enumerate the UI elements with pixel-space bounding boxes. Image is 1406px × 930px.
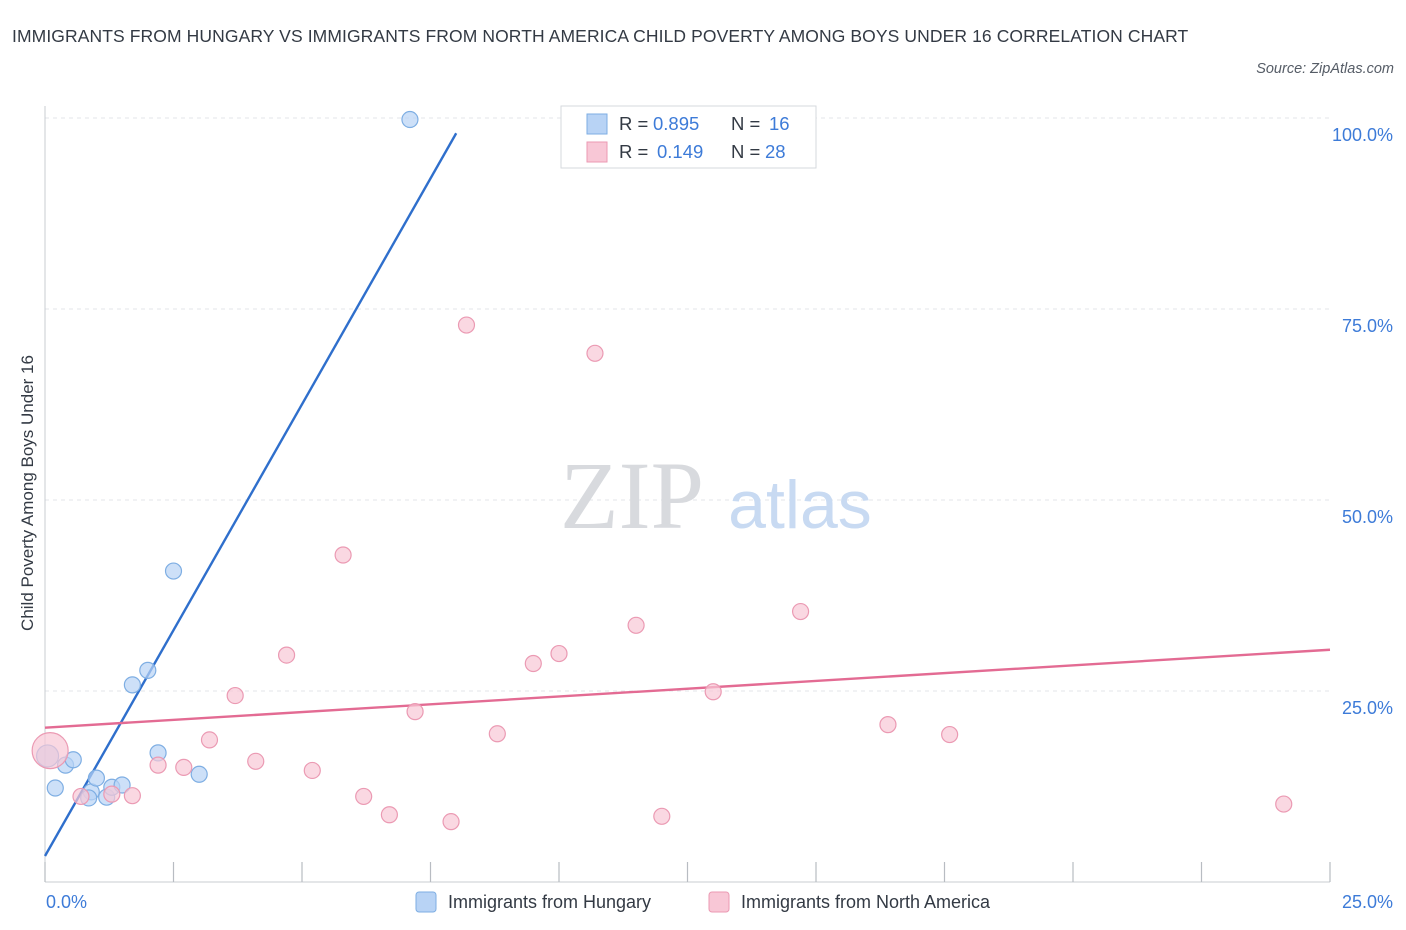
stats-r-value-north-america: 0.149 xyxy=(657,141,703,162)
watermark-zip: ZIP xyxy=(560,442,704,549)
point-hungary-11 xyxy=(139,661,157,679)
point-north-america-12 xyxy=(355,787,373,806)
y-tick-label-0: 100.0% xyxy=(1332,125,1393,145)
stats-r-label-hungary: R = xyxy=(619,113,648,134)
point-north-america-9 xyxy=(277,646,296,664)
point-hungary-14 xyxy=(190,765,208,783)
point-north-america-0 xyxy=(31,731,69,770)
legend-label-north-america: Immigrants from North America xyxy=(741,892,991,912)
x-tick-labels: 0.0% 25.0% xyxy=(46,892,1393,912)
point-north-america-8 xyxy=(247,752,265,770)
y-axis-label: Child Poverty Among Boys Under 16 xyxy=(18,355,37,631)
stats-swatch-north-america xyxy=(586,141,608,163)
legend-swatch-hungary xyxy=(415,891,437,913)
point-north-america-22 xyxy=(653,807,671,825)
point-north-america-4 xyxy=(149,756,167,774)
point-hungary-15 xyxy=(401,110,419,129)
point-north-america-10 xyxy=(303,761,321,780)
point-hungary-1 xyxy=(46,779,64,797)
series-legend: Immigrants from Hungary Immigrants from … xyxy=(415,891,991,913)
stats-n-value-hungary: 16 xyxy=(769,113,790,134)
point-north-america-26 xyxy=(941,725,959,744)
point-north-america-11 xyxy=(334,546,352,564)
point-hungary-6 xyxy=(87,769,106,787)
y-tick-label-2: 50.0% xyxy=(1342,507,1393,527)
point-north-america-27 xyxy=(1275,795,1293,813)
point-north-america-15 xyxy=(442,813,460,831)
point-north-america-21 xyxy=(627,616,645,634)
gridlines xyxy=(45,117,1330,692)
stats-r-label-north-america: R = xyxy=(619,141,648,162)
legend-label-hungary: Immigrants from Hungary xyxy=(448,892,651,912)
y-tick-label-3: 25.0% xyxy=(1342,698,1393,718)
point-north-america-19 xyxy=(550,644,568,663)
point-north-america-14 xyxy=(406,703,424,721)
stats-n-value-north-america: 28 xyxy=(765,141,786,162)
watermark-atlas: atlas xyxy=(728,467,872,543)
y-tick-labels: 100.0% 75.0% 50.0% 25.0% xyxy=(1332,125,1393,718)
point-north-america-17 xyxy=(488,725,506,743)
legend-swatch-north-america xyxy=(708,891,730,913)
point-north-america-7 xyxy=(226,686,244,705)
trend-lines xyxy=(43,132,1331,857)
point-hungary-13 xyxy=(164,562,183,580)
point-north-america-20 xyxy=(586,344,604,362)
point-north-america-16 xyxy=(457,316,476,334)
point-north-america-25 xyxy=(879,716,897,734)
x-tick-label-1: 25.0% xyxy=(1342,892,1393,912)
trend-line-hungary xyxy=(43,132,458,857)
stats-n-label-north-america: N = xyxy=(731,141,760,162)
watermark: ZIP atlas xyxy=(560,442,872,549)
x-tick-label-0: 0.0% xyxy=(46,892,87,912)
point-north-america-24 xyxy=(791,602,810,621)
point-north-america-5 xyxy=(175,758,193,777)
stats-legend: R = 0.895 N = 16 R = 0.149 N = 28 xyxy=(560,105,817,169)
point-north-america-2 xyxy=(103,785,121,803)
source-credit: Source: ZipAtlas.com xyxy=(1256,61,1394,77)
point-north-america-13 xyxy=(380,806,398,824)
y-tick-label-1: 75.0% xyxy=(1342,316,1393,336)
point-north-america-18 xyxy=(524,654,542,673)
point-north-america-6 xyxy=(200,731,219,749)
stats-n-label-hungary: N = xyxy=(731,113,760,134)
stats-r-value-hungary: 0.895 xyxy=(653,113,699,134)
point-north-america-3 xyxy=(123,787,141,805)
point-north-america-1 xyxy=(72,787,90,806)
trend-line-north-america xyxy=(44,648,1331,729)
chart-title: IMMIGRANTS FROM HUNGARY VS IMMIGRANTS FR… xyxy=(12,26,1189,46)
point-north-america-23 xyxy=(704,683,722,701)
data-points xyxy=(31,110,1293,831)
point-hungary-10 xyxy=(123,676,141,694)
stats-swatch-hungary xyxy=(586,113,608,135)
